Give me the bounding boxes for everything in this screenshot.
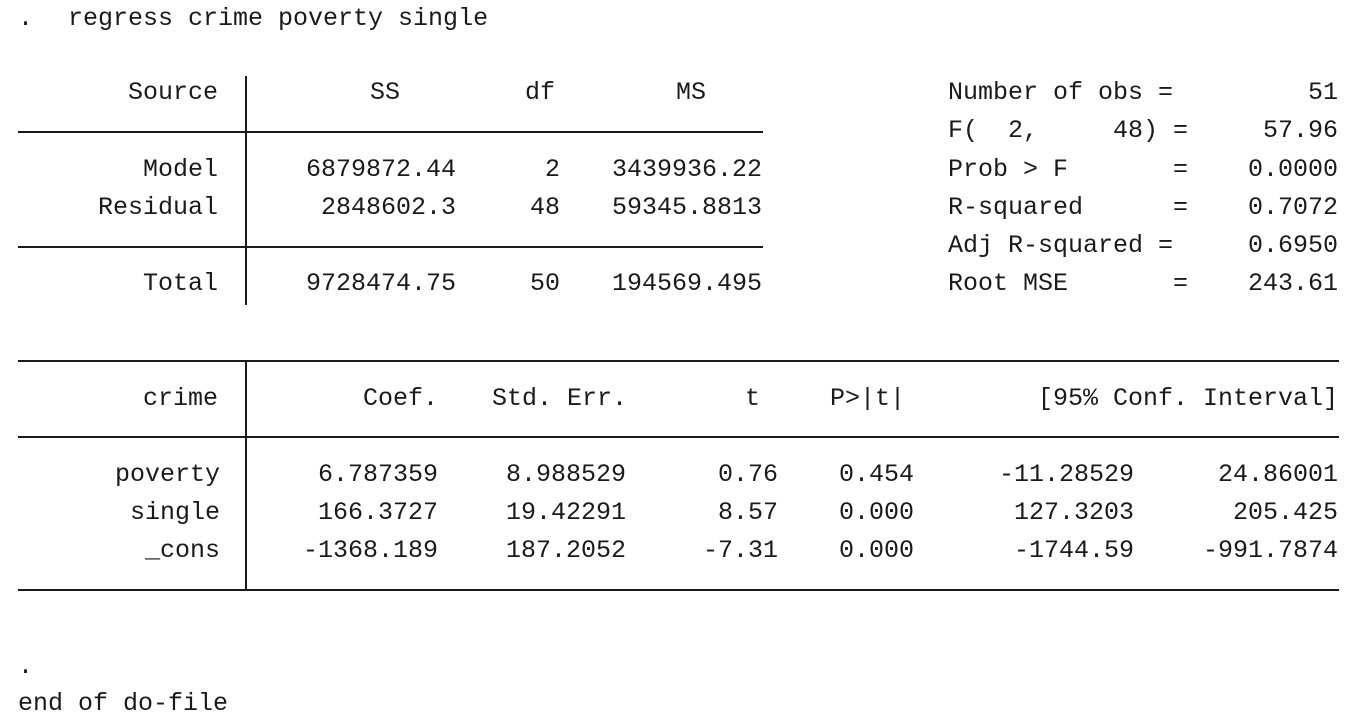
anova-source: Total bbox=[142, 269, 218, 298]
anova-total-rule bbox=[18, 246, 763, 248]
stat-label: R-squared = bbox=[948, 193, 1189, 222]
stat-value: 0.7072 bbox=[1247, 193, 1338, 222]
coef-t: 8.57 bbox=[717, 498, 778, 527]
anova-header-df: df bbox=[525, 78, 556, 107]
coef-header-se: Std. Err. bbox=[492, 384, 628, 413]
anova-ss: 6879872.44 bbox=[305, 155, 456, 184]
coef-se: 19.42291 bbox=[505, 498, 626, 527]
stat-value: 57.96 bbox=[1262, 116, 1338, 145]
anova-df: 50 bbox=[529, 269, 560, 298]
command-prompt: . bbox=[18, 4, 34, 33]
stat-label: Root MSE = bbox=[948, 269, 1189, 298]
coef-value: 6.787359 bbox=[317, 460, 438, 489]
coef-var: _cons bbox=[144, 536, 220, 565]
stat-value: 0.6950 bbox=[1247, 231, 1338, 260]
stat-label: Adj R-squared = bbox=[948, 231, 1174, 260]
coef-var: poverty bbox=[114, 460, 220, 489]
coef-p: 0.000 bbox=[838, 536, 914, 565]
coef-bottom-rule bbox=[18, 589, 1339, 591]
coef-ci-low: -1744.59 bbox=[1013, 536, 1134, 565]
coef-ci-high: 205.425 bbox=[1232, 498, 1338, 527]
anova-source: Model bbox=[142, 155, 218, 184]
anova-column-rule bbox=[245, 76, 247, 305]
anova-ms: 3439936.22 bbox=[611, 155, 762, 184]
footer-prompt: . bbox=[18, 652, 34, 681]
anova-source: Residual bbox=[97, 193, 218, 222]
coef-se: 187.2052 bbox=[505, 536, 626, 565]
anova-ms: 194569.495 bbox=[611, 269, 762, 298]
stat-value: 243.61 bbox=[1247, 269, 1338, 298]
stat-label: F( 2, 48) = bbox=[948, 116, 1189, 145]
coef-header-var: crime bbox=[142, 384, 218, 413]
coef-ci-low: 127.3203 bbox=[1013, 498, 1134, 527]
stat-label: Prob > F = bbox=[948, 155, 1189, 184]
anova-header-ms: MS bbox=[676, 78, 707, 107]
anova-header-rule bbox=[18, 131, 763, 133]
end-of-do-file: end of do-file bbox=[18, 689, 229, 718]
anova-df: 2 bbox=[544, 155, 560, 184]
coef-ci-low: -11.28529 bbox=[998, 460, 1134, 489]
coef-header-coef: Coef. bbox=[362, 384, 438, 413]
coef-top-rule bbox=[18, 360, 1339, 362]
anova-header-ss: SS bbox=[370, 78, 401, 107]
coef-t: 0.76 bbox=[717, 460, 778, 489]
command-text: regress crime poverty single bbox=[68, 4, 489, 33]
coef-p: 0.454 bbox=[838, 460, 914, 489]
coef-column-rule bbox=[245, 360, 247, 590]
coef-header-rule bbox=[18, 436, 1339, 438]
anova-df: 48 bbox=[529, 193, 560, 222]
coef-t: -7.31 bbox=[702, 536, 778, 565]
coef-header-p: P>|t| bbox=[830, 384, 906, 413]
coef-header-ci: [95% Conf. Interval] bbox=[1037, 384, 1338, 413]
coef-ci-high: 24.86001 bbox=[1217, 460, 1338, 489]
anova-ss: 9728474.75 bbox=[305, 269, 456, 298]
anova-ss: 2848602.3 bbox=[320, 193, 456, 222]
coef-header-t: t bbox=[744, 384, 760, 413]
coef-value: -1368.189 bbox=[302, 536, 438, 565]
coef-value: 166.3727 bbox=[317, 498, 438, 527]
anova-header-source: Source bbox=[127, 78, 218, 107]
stat-value: 51 bbox=[1307, 78, 1338, 107]
coef-var: single bbox=[129, 498, 220, 527]
stat-value: 0.0000 bbox=[1247, 155, 1338, 184]
stat-label: Number of obs = bbox=[948, 78, 1174, 107]
anova-ms: 59345.8813 bbox=[611, 193, 762, 222]
coef-p: 0.000 bbox=[838, 498, 914, 527]
coef-se: 8.988529 bbox=[505, 460, 626, 489]
coef-ci-high: -991.7874 bbox=[1202, 536, 1338, 565]
